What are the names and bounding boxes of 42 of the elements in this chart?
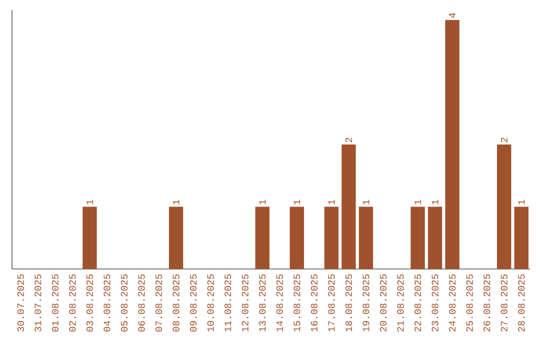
x-tick-label: 10.08.2025 <box>207 274 214 332</box>
x-tick-label: 21.08.2025 <box>397 274 404 332</box>
x-tick-label: 15.08.2025 <box>294 274 300 332</box>
x-tick-label: 19.08.2025 <box>362 274 370 332</box>
data-label: 2 <box>500 138 508 142</box>
x-tick-label: 08.08.2025 <box>172 274 180 332</box>
x-tick-label: 02.08.2025 <box>69 274 76 332</box>
data-label: 2 <box>345 138 352 142</box>
x-tick-label: 12.08.2025 <box>242 274 248 332</box>
data-label: 1 <box>362 200 370 204</box>
x-tick-label: 07.08.2025 <box>155 274 162 332</box>
data-label: 1 <box>259 200 266 204</box>
x-tick-label: 05.08.2025 <box>120 274 128 332</box>
data-label: 1 <box>432 200 438 204</box>
x-tick-label: 22.08.2025 <box>414 274 422 332</box>
x-tick-label: 28.08.2025 <box>518 274 525 332</box>
x-tick-label: 06.08.2025 <box>138 274 145 332</box>
data-label: 1 <box>86 200 93 204</box>
x-tick-label: 04.08.2025 <box>104 274 110 332</box>
x-tick-label: 16.08.2025 <box>310 274 318 332</box>
x-tick-label: 31.07.2025 <box>34 274 42 332</box>
x-tick-label: 01.08.2025 <box>52 274 58 332</box>
x-tick-label: 27.08.2025 <box>500 274 508 332</box>
x-tick-label: 24.08.2025 <box>449 274 456 332</box>
x-tick-label: 13.08.2025 <box>259 274 266 332</box>
data-label: 1 <box>414 200 421 204</box>
x-tick-label: 14.08.2025 <box>276 274 283 332</box>
x-tick-label: 03.08.2025 <box>86 274 94 332</box>
x-tick-label: 09.08.2025 <box>190 274 197 332</box>
x-tick-label: 23.08.2025 <box>432 274 438 332</box>
data-label: 1 <box>172 200 180 204</box>
x-tick-label: 11.08.2025 <box>224 274 232 332</box>
data-label: 1 <box>294 200 300 204</box>
x-tick-label: 26.08.2025 <box>484 274 490 332</box>
data-label: 1 <box>328 200 335 204</box>
x-tick-label: 18.08.2025 <box>345 274 352 332</box>
data-label: 1 <box>518 200 525 204</box>
data-label: 4 <box>449 13 456 18</box>
x-tick-label: 20.08.2025 <box>380 274 387 332</box>
x-tick-label: 17.08.2025 <box>328 274 335 332</box>
x-tick-label: 25.08.2025 <box>466 274 473 332</box>
x-tick-label: 30.07.2025 <box>17 274 24 332</box>
